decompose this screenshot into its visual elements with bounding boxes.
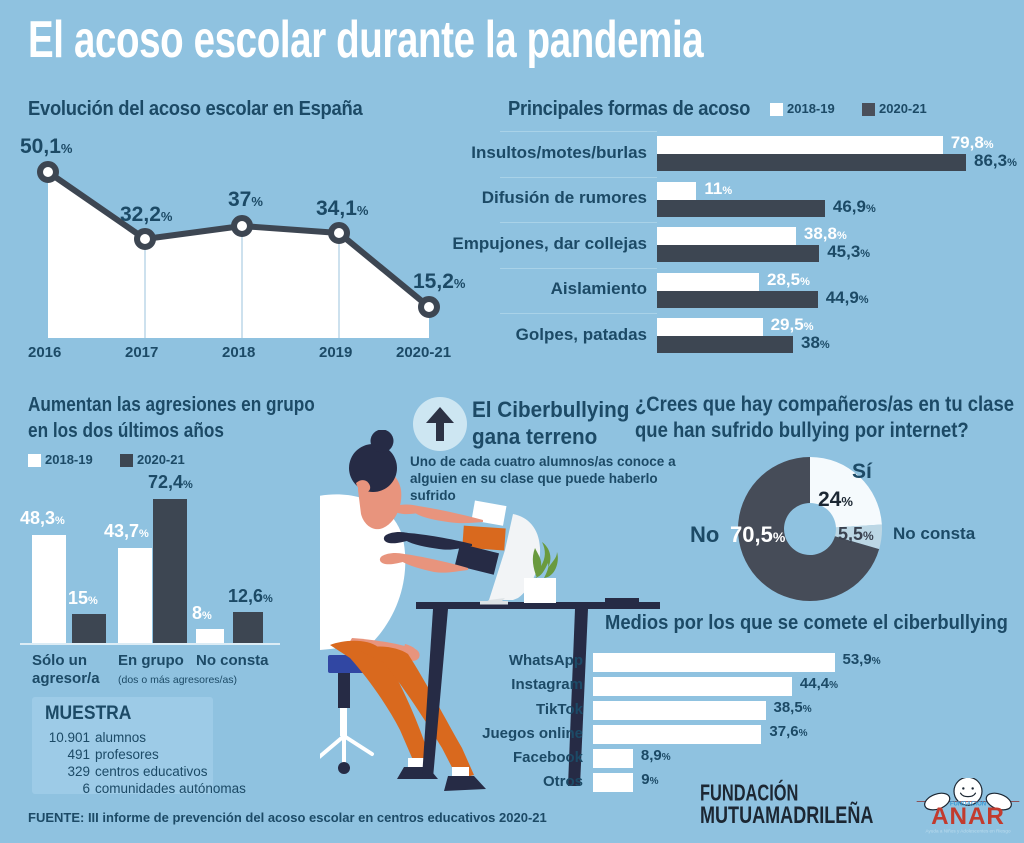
svg-text:Ayuda a Niños y Adolescentes e: Ayuda a Niños y Adolescentes en Riesgo (925, 828, 1010, 833)
svg-text:ANAR: ANAR (931, 803, 1005, 830)
